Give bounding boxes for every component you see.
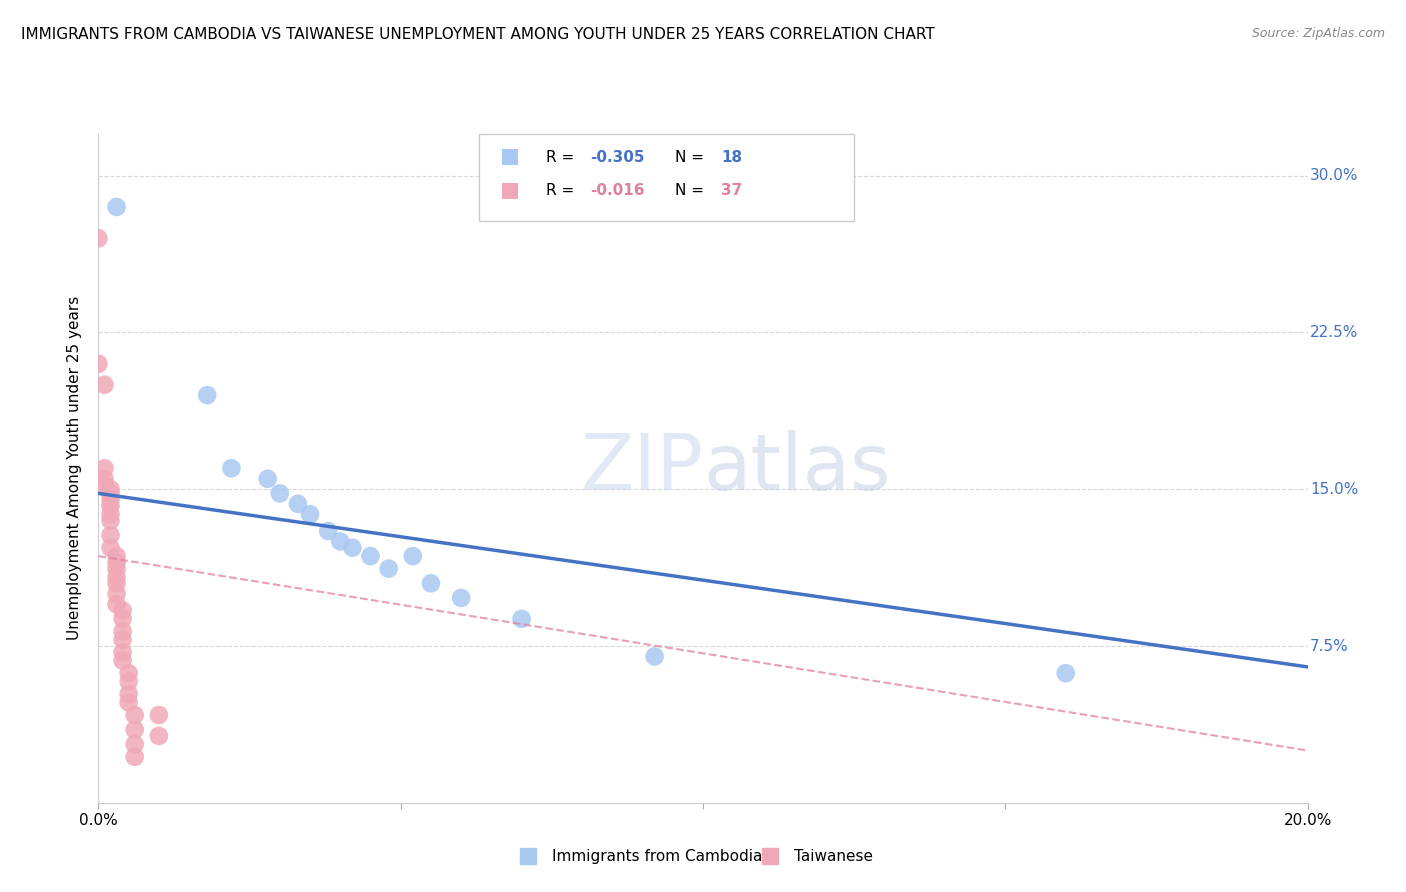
Text: 37: 37 bbox=[721, 183, 742, 198]
Point bbox=[316, 524, 339, 538]
Point bbox=[124, 708, 146, 723]
Text: Immigrants from Cambodia: Immigrants from Cambodia bbox=[551, 849, 762, 863]
Point bbox=[105, 587, 128, 601]
Text: 18: 18 bbox=[721, 150, 742, 165]
Point bbox=[118, 696, 141, 710]
Text: Taiwanese: Taiwanese bbox=[793, 849, 873, 863]
Point bbox=[419, 576, 441, 591]
Point bbox=[1054, 666, 1077, 681]
Point bbox=[118, 666, 141, 681]
Point bbox=[510, 612, 533, 626]
Point bbox=[118, 687, 141, 701]
Text: atlas: atlas bbox=[703, 430, 890, 507]
Text: N =: N = bbox=[675, 183, 709, 198]
Point bbox=[269, 486, 291, 500]
Point bbox=[148, 708, 170, 723]
Text: ZIP: ZIP bbox=[581, 430, 703, 507]
Point bbox=[124, 723, 146, 737]
Text: R =: R = bbox=[546, 150, 579, 165]
Point bbox=[111, 654, 134, 668]
Text: IMMIGRANTS FROM CAMBODIA VS TAIWANESE UNEMPLOYMENT AMONG YOUTH UNDER 25 YEARS CO: IMMIGRANTS FROM CAMBODIA VS TAIWANESE UN… bbox=[21, 27, 935, 42]
Point bbox=[105, 597, 128, 611]
Point bbox=[93, 461, 115, 475]
Point bbox=[644, 649, 666, 664]
Point bbox=[100, 528, 122, 542]
Point bbox=[450, 591, 472, 605]
Text: Source: ZipAtlas.com: Source: ZipAtlas.com bbox=[1251, 27, 1385, 40]
Text: -0.305: -0.305 bbox=[591, 150, 645, 165]
Point bbox=[105, 200, 128, 214]
Point bbox=[100, 499, 122, 513]
Point bbox=[111, 624, 134, 639]
Text: 30.0%: 30.0% bbox=[1310, 168, 1358, 183]
Point bbox=[377, 562, 399, 576]
Point bbox=[105, 562, 128, 576]
Text: 7.5%: 7.5% bbox=[1310, 639, 1348, 654]
Point bbox=[105, 555, 128, 569]
FancyBboxPatch shape bbox=[479, 134, 855, 221]
Point bbox=[111, 612, 134, 626]
Point bbox=[111, 603, 134, 617]
Point bbox=[105, 576, 128, 591]
Point bbox=[124, 749, 146, 764]
Point bbox=[342, 541, 364, 555]
Point bbox=[402, 549, 425, 563]
Point bbox=[100, 514, 122, 528]
Point bbox=[100, 486, 122, 500]
Point bbox=[87, 231, 110, 245]
Point bbox=[111, 632, 134, 647]
Point bbox=[256, 472, 278, 486]
Point bbox=[105, 549, 128, 563]
Point bbox=[100, 492, 122, 507]
Point bbox=[329, 534, 352, 549]
Point bbox=[105, 570, 128, 584]
Point bbox=[93, 478, 115, 492]
Text: -0.016: -0.016 bbox=[591, 183, 645, 198]
Point bbox=[287, 497, 309, 511]
Point bbox=[100, 541, 122, 555]
Point bbox=[124, 737, 146, 751]
Text: 22.5%: 22.5% bbox=[1310, 325, 1358, 340]
Point bbox=[100, 482, 122, 496]
Y-axis label: Unemployment Among Youth under 25 years: Unemployment Among Youth under 25 years bbox=[67, 296, 83, 640]
Point bbox=[93, 472, 115, 486]
Point bbox=[93, 377, 115, 392]
Point bbox=[111, 645, 134, 659]
Point bbox=[299, 508, 322, 522]
Point bbox=[221, 461, 243, 475]
Text: N =: N = bbox=[675, 150, 709, 165]
Point bbox=[195, 388, 218, 402]
Point bbox=[87, 357, 110, 371]
Point bbox=[118, 674, 141, 689]
Text: R =: R = bbox=[546, 183, 579, 198]
Text: 15.0%: 15.0% bbox=[1310, 482, 1358, 497]
Point bbox=[148, 729, 170, 743]
Point bbox=[360, 549, 382, 563]
Point bbox=[100, 508, 122, 522]
